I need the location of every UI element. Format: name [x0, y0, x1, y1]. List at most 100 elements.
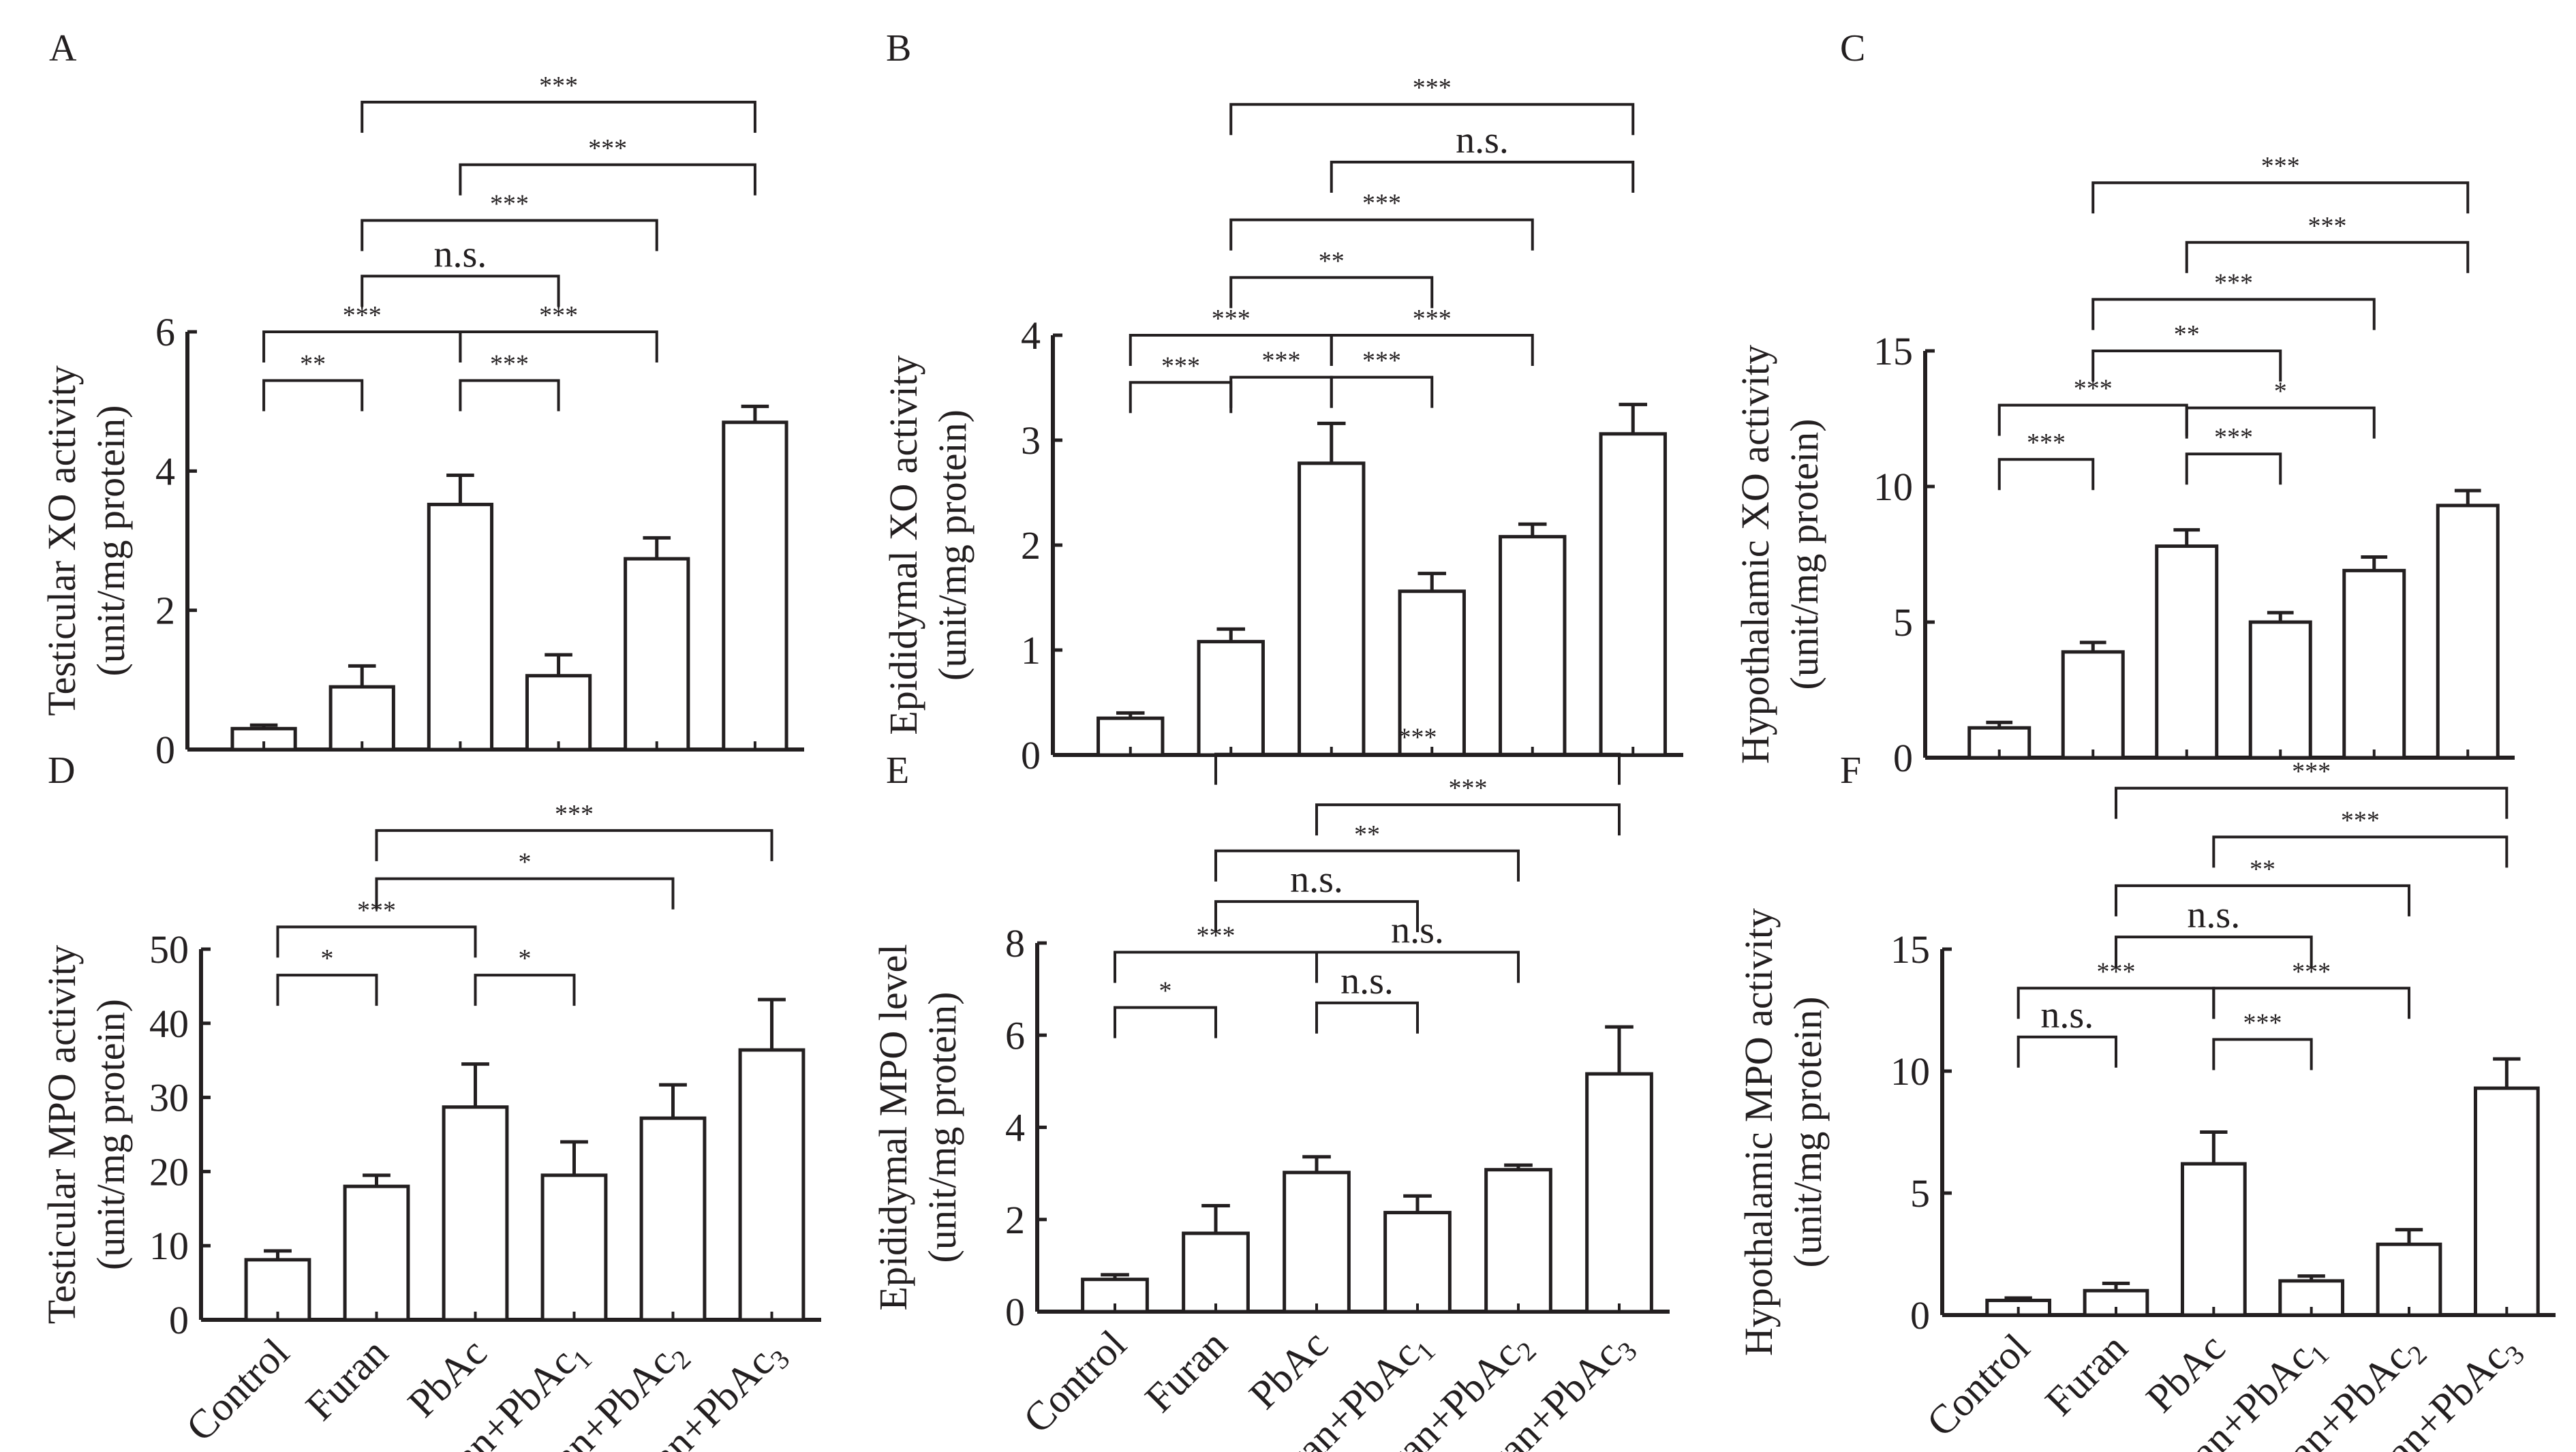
y-axis-subtitle: (unit/mg protein)	[920, 992, 964, 1263]
significance-label: **	[300, 350, 326, 379]
bar	[442, 1105, 509, 1322]
significance-bracket	[2212, 835, 2509, 868]
y-axis-subtitle: (unit/mg protein)	[1782, 419, 1826, 690]
bar	[244, 1258, 311, 1322]
bar	[1499, 535, 1567, 757]
bar	[2342, 568, 2406, 760]
significance-bracket	[276, 925, 477, 958]
y-tick-label: 0	[1910, 1293, 1930, 1338]
significance-label: **	[1354, 820, 1380, 849]
y-tick-label: 6	[155, 310, 175, 354]
significance-label: *	[321, 944, 334, 973]
significance-label: **	[2174, 320, 2200, 349]
x-tick-label: Control	[1015, 1322, 1135, 1442]
significance-bracket	[1315, 951, 1520, 983]
significance-bracket	[474, 974, 576, 1006]
significance-bracket	[375, 829, 773, 861]
significance-bracket	[459, 163, 756, 196]
significance-label: n.s.	[2187, 894, 2240, 936]
significance-label: ***	[555, 800, 594, 829]
bar	[639, 1116, 707, 1322]
y-tick-label: 0	[155, 728, 175, 772]
significance-label: n.s.	[434, 233, 487, 275]
significance-bracket	[2185, 241, 2470, 273]
panel-label: F	[1840, 750, 1861, 792]
significance-label: **	[1319, 247, 1345, 275]
y-tick-label: 0	[1893, 736, 1913, 780]
y-tick-label: 5	[1910, 1171, 1930, 1216]
y-tick-label: 4	[1021, 313, 1041, 358]
y-axis-subtitle: (unit/mg protein)	[1785, 997, 1830, 1268]
significance-bracket	[2212, 1038, 2313, 1070]
significance-label: ***	[2243, 1008, 2282, 1037]
significance-label: n.s.	[2040, 994, 2094, 1036]
bar	[1383, 1211, 1452, 1314]
y-tick-label: 0	[1021, 733, 1041, 777]
significance-label: ***	[1398, 724, 1437, 752]
significance-bracket	[2017, 1035, 2117, 1068]
significance-label: **	[2250, 855, 2275, 884]
x-tick-label: Furan	[1137, 1322, 1236, 1421]
y-tick-label: 8	[1005, 921, 1025, 966]
y-tick-label: 10	[149, 1224, 189, 1268]
significance-bracket	[1129, 334, 1333, 366]
significance-label: *	[519, 848, 532, 877]
y-axis-subtitle: (unit/mg protein)	[89, 999, 133, 1270]
y-tick-label: 30	[149, 1076, 189, 1120]
significance-label: *	[1159, 977, 1172, 1006]
significance-bracket	[2185, 452, 2282, 485]
y-tick-label: 50	[149, 927, 189, 972]
significance-label: ***	[2292, 758, 2331, 786]
bar	[427, 502, 494, 752]
significance-bracket	[1330, 160, 1635, 193]
significance-label: ***	[539, 72, 578, 100]
bar	[2061, 650, 2125, 760]
panel-label: E	[886, 750, 909, 792]
significance-bracket	[2115, 786, 2509, 819]
y-axis-subtitle: (unit/mg protein)	[89, 405, 133, 677]
y-tick-label: 2	[1021, 523, 1041, 568]
panel-label: B	[886, 27, 911, 69]
bar	[2155, 544, 2219, 760]
significance-label: ***	[2027, 429, 2066, 457]
significance-label: ***	[1362, 189, 1401, 218]
bar	[624, 557, 690, 752]
significance-bracket	[1114, 1006, 1217, 1038]
significance-label: ***	[490, 190, 529, 219]
significance-bracket	[459, 330, 658, 362]
y-axis-title: Hypothalamic MPO activity	[1736, 908, 1781, 1356]
x-tick-label: Control	[1918, 1325, 2038, 1445]
y-tick-label: 2	[1005, 1198, 1025, 1242]
significance-bracket	[361, 100, 756, 133]
significance-bracket	[1330, 375, 1434, 408]
bar	[343, 1184, 410, 1322]
y-axis-title: Epididymal MPO level	[871, 944, 915, 1310]
significance-label: ***	[490, 350, 529, 379]
y-tick-label: 15	[1873, 329, 1913, 373]
significance-bracket	[1997, 458, 2095, 491]
significance-label: n.s.	[1340, 960, 1394, 1002]
bar	[1484, 1168, 1552, 1314]
bar	[1197, 640, 1265, 757]
y-tick-label: 2	[155, 589, 175, 633]
y-axis-title: Testicular MPO activity	[40, 945, 84, 1325]
significance-label: *	[519, 944, 532, 973]
panel-label: A	[49, 27, 77, 69]
y-axis-title: Hypothalamic XO activity	[1733, 345, 1777, 764]
y-axis-title: Testicular XO activity	[40, 365, 84, 716]
bar	[328, 685, 395, 752]
bar	[2473, 1086, 2540, 1317]
significance-label: ***	[588, 134, 627, 163]
significance-bracket	[2115, 936, 2313, 968]
significance-label: ***	[2214, 268, 2253, 297]
significance-bracket	[2185, 406, 2376, 439]
significance-label: ***	[2341, 806, 2380, 835]
significance-bracket	[2091, 350, 2282, 382]
bar	[1298, 461, 1366, 757]
y-tick-label: 6	[1005, 1013, 1025, 1057]
y-tick-label: 40	[149, 1002, 189, 1046]
significance-bracket	[1214, 752, 1621, 785]
significance-bracket	[1229, 375, 1333, 408]
significance-bracket	[459, 379, 560, 412]
